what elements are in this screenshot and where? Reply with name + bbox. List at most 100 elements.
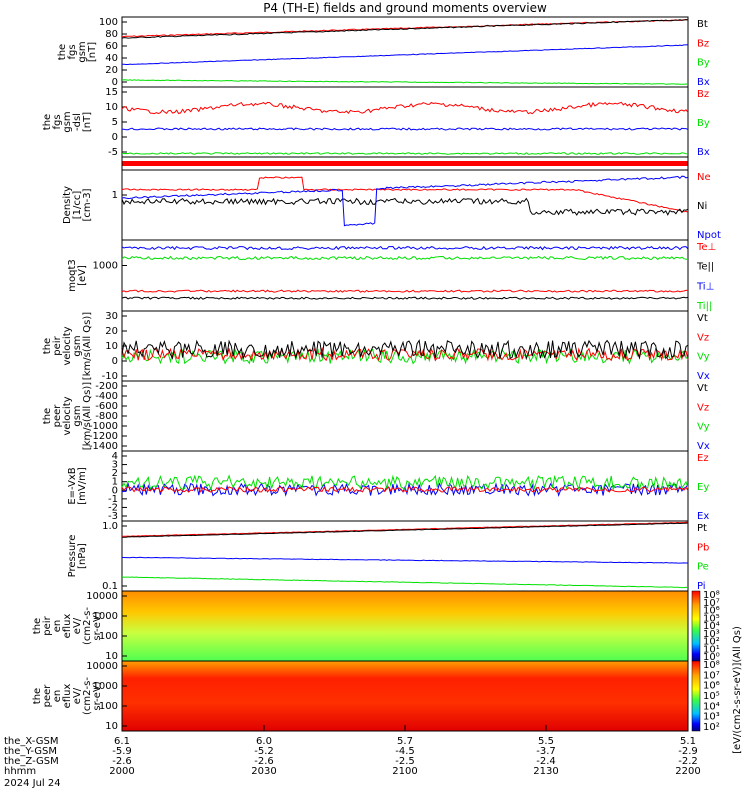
legend-fgs-2: By [697,58,710,69]
ylabel-peir_v-2: velocity [62,326,73,365]
ylabel-peer_en-2: en [52,690,63,703]
ytick-efield-6: -2 [108,502,118,513]
ephem-value-1-0: -5.9 [112,746,132,757]
ephem-value-2-4: -2.2 [678,756,698,767]
trace-bz2 [121,101,689,115]
ephem-value-0-1: 6.0 [256,736,272,747]
ylabel-peir_v-3: gsm [72,335,83,356]
legend-density-1: Ni [697,201,707,212]
ytick-fgs-0: 100 [99,17,118,28]
ytick-efield-0: 4 [112,451,118,462]
ytick-peer_en-2: 100 [99,701,118,712]
legend-temp-0: Te⊥ [696,242,716,253]
ytick-fgs_dsl-2: 5 [112,117,118,128]
legend-fgs_dsl-0: Bz [697,89,709,100]
ylabel-peir_v-1: peir [52,335,63,355]
legend-fgs-1: Bz [697,38,709,49]
trace-tiperp [121,289,689,293]
legend-pressure-1: Pb [697,542,709,553]
colorbar-tick-0-3: 10⁵ [703,613,720,624]
ytick-peer_v-1: -400 [95,391,118,402]
ytick-temp-0: 1000 [93,261,118,272]
trace-tipar [121,296,689,300]
trace-ni [121,197,689,216]
legend-temp-1: Te|| [696,262,714,273]
ylabel-peir_en-5: (cm2-s- [82,607,93,645]
ephem-value-0-3: 5.5 [538,736,554,747]
legend-peer_v-1: Vz [697,402,709,413]
ephem-value-0-2: 5.7 [397,736,413,747]
panel-frame-density [121,169,689,241]
panel-peer_en: the peer en eflux eV/(cm2-s-sr-eV) 10000 1000 1… [32,660,689,732]
trace-ey [121,474,689,492]
trace-bt [121,19,689,39]
colorbar-0 [691,590,701,662]
ytick-fgs_dsl-3: 0 [112,132,118,143]
ephem-value-0-0: 6.1 [114,736,130,747]
ytick-density-0: 1 [112,190,118,201]
ylabel-peir_v-0: the [42,338,53,354]
ephem-value-1-2: -4.5 [395,746,415,757]
ephem-name-0: the_X-GSM [4,736,58,747]
trace-npot [121,175,689,227]
red-status-bar [122,161,688,166]
colorbar-tick-1-1: 10⁷ [703,670,720,681]
ytick-peer_v-2: -600 [95,401,118,412]
colorbar-tick-0-1: 10⁷ [703,598,720,609]
ylabel-fgs_dsl-0: the [42,114,53,130]
ylabel-peer_v-4: [km/s(All Qs)] [82,382,93,450]
legend-fgs_dsl-1: By [697,118,710,129]
trace-teperp [121,245,689,251]
colorbar-tick-0-6: 10² [703,637,720,648]
ephem-value-2-3: -2.4 [536,756,556,767]
spectrogram-peir_en [122,591,688,661]
ytick-peir_en-2: 100 [99,631,118,642]
ephem-value-3-4: 2200 [675,766,700,777]
trace-pe [121,576,689,589]
legend-peer_v-0: Vt [697,383,708,394]
ytick-peer_en-1: 1000 [93,681,118,692]
ylabel-fgs-3: [nT] [87,42,98,62]
ylabel-peer_en-5: (cm2-s- [82,677,93,715]
ytick-efield-3: 1 [112,477,118,488]
ytick-peir_en-3: 10 [105,651,118,662]
legend-temp-2: Ti⊥ [696,281,714,292]
ytick-fgs-1: 80 [105,29,118,40]
ylabel-peer_en-1: peer [42,684,53,708]
ephem-value-3-2: 2100 [392,766,417,777]
legend-fgs-0: Bt [697,19,708,30]
ylabel-peer_v-0: the [42,408,53,424]
legend-peer_v-2: Vy [697,422,710,433]
colorbar-tick-1-0: 10⁸ [703,660,720,671]
ylabel-peer_v-3: gsm [72,405,83,426]
legend-efield-0: Ez [697,453,709,464]
ytick-efield-4: 0 [112,485,118,496]
spectrogram-peer_en [122,661,688,731]
ytick-peir_en-0: 10000 [86,591,118,602]
ylabel-fgs_dsl-1: fgs [52,114,63,129]
ephem-name-2: the_Z-GSM [4,756,59,767]
trace-pb [122,521,689,537]
ytick-fgs_dsl-1: 10 [105,102,118,113]
ylabel-temp-1: [eV] [77,265,88,286]
ylabel-fgs-2: gsm [77,41,88,62]
panel-temp: moqt3 [eV] 1000 Te⊥ Te|| Ti⊥ Ti|| [67,239,716,312]
panel-density: Density [1/cc] [cm-3] 1 Ne Ni Npot [62,169,721,241]
ytick-fgs_dsl-0: 15 [105,87,118,98]
trace-by2 [121,152,689,155]
ytick-peer_v-6: -1400 [89,441,118,452]
ylabel-density-1: [1/cc] [72,191,83,220]
panel-peir_en: the peir en eflux eV/(cm2-s-sr-eV) 10000 1000 1… [32,590,689,662]
trace-pi [121,556,688,564]
ylabel-pressure-1: [nPa] [77,543,88,569]
ylabel-peir_en-4: eV/ [72,617,83,634]
ytick-peir_v-3: 0 [112,356,118,367]
ephem-value-3-1: 2030 [251,766,276,777]
panel-fgs_dsl: the fgs gsm -dsl [nT] 15 10 5 0 -5 Bz By Bx [42,86,710,158]
colorbar-tick-1-6: 10² [703,722,720,733]
colorbar-tick-0-5: 10³ [703,629,720,640]
legend-peir_v-1: Vz [697,332,709,343]
